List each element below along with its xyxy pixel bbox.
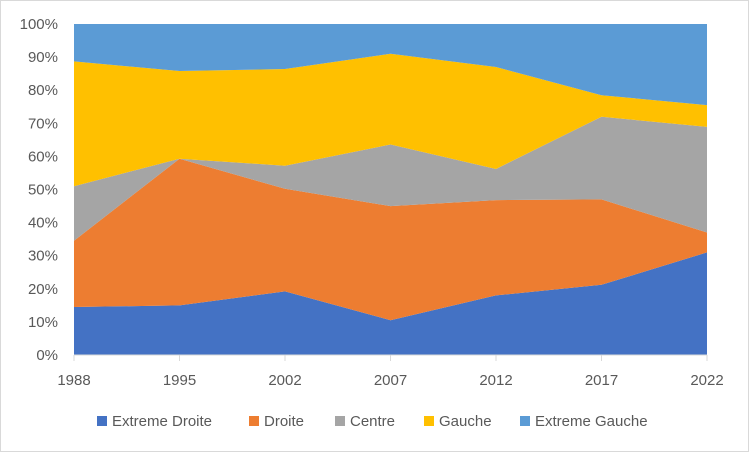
x-tick-label: 2017 <box>585 372 618 389</box>
legend: Extreme Droite Droite Centre Gauche Extreme … <box>97 413 648 430</box>
y-tick-label: 50% <box>28 182 58 199</box>
x-tick-label: 2012 <box>479 372 512 389</box>
y-tick-label: 0% <box>36 347 58 364</box>
y-tick-label: 60% <box>28 148 58 165</box>
x-tick-label: 1988 <box>57 372 90 389</box>
legend-item-gauche: Gauche <box>424 413 492 430</box>
area-gauche <box>74 53 707 187</box>
legend-label: Droite <box>264 413 304 430</box>
legend-swatch <box>335 416 345 426</box>
legend-item-extreme-droite: Extreme Droite <box>97 413 212 430</box>
y-tick-label: 90% <box>28 49 58 66</box>
legend-item-extreme-gauche: Extreme Gauche <box>520 413 648 430</box>
legend-label: Gauche <box>439 413 492 430</box>
legend-label: Extreme Gauche <box>535 413 648 430</box>
y-tick-label: 40% <box>28 215 58 232</box>
legend-swatch <box>520 416 530 426</box>
y-tick-label: 100% <box>20 16 58 33</box>
y-tick-label: 30% <box>28 248 58 265</box>
y-tick-label: 80% <box>28 82 58 99</box>
area-layer <box>74 24 707 355</box>
legend-swatch <box>249 416 259 426</box>
area-extreme-gauche <box>74 24 707 106</box>
legend-item-droite: Droite <box>249 413 304 430</box>
y-tick-label: 20% <box>28 281 58 298</box>
area-extreme-droite <box>74 252 707 355</box>
x-tick-label: 2007 <box>374 372 407 389</box>
legend-swatch <box>424 416 434 426</box>
legend-label: Centre <box>350 413 395 430</box>
x-tick-label: 2022 <box>690 372 723 389</box>
legend-label: Extreme Droite <box>112 413 212 430</box>
legend-item-centre: Centre <box>335 413 395 430</box>
x-tick-label: 2002 <box>268 372 301 389</box>
x-tick-label: 1995 <box>163 372 196 389</box>
area-centre <box>74 116 707 241</box>
area-droite <box>74 158 707 321</box>
y-tick-label: 10% <box>28 314 58 331</box>
y-tick-label: 70% <box>28 115 58 132</box>
axes-layer: 0% 10% 20% 30% 40% 50% 60% 70% 80% 90% 100% 1988 199… <box>20 16 724 389</box>
legend-swatch <box>97 416 107 426</box>
